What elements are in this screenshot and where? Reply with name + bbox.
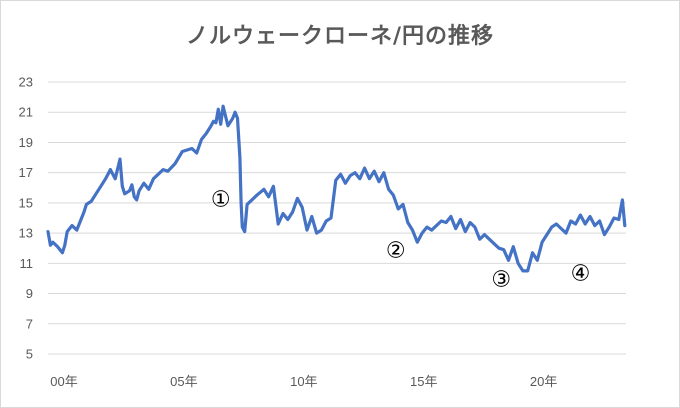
annotation-label: ④ xyxy=(571,261,591,286)
y-tick-label: 9 xyxy=(26,286,33,301)
annotation-markers: ① ② ③ ④ xyxy=(211,187,590,292)
x-tick-label: 20年 xyxy=(530,374,557,389)
y-tick-label: 19 xyxy=(19,135,33,150)
x-tick-label: 10年 xyxy=(290,374,317,389)
exchange-rate-line xyxy=(46,104,627,273)
annotation-label: ① xyxy=(211,187,231,212)
y-tick-label: 5 xyxy=(26,347,33,362)
y-tick-label: 7 xyxy=(26,316,33,331)
x-tick-label: 05年 xyxy=(170,374,197,389)
y-tick-label: 17 xyxy=(19,165,33,180)
gridlines xyxy=(48,81,626,355)
y-tick-label: 11 xyxy=(20,256,34,271)
x-axis-labels: 00年 05年 10年 15年 20年 xyxy=(50,374,557,389)
y-tick-label: 21 xyxy=(19,105,33,120)
annotation-label: ③ xyxy=(491,267,511,292)
y-tick-label: 23 xyxy=(19,75,33,90)
x-tick-label: 00年 xyxy=(50,374,77,389)
annotation-label: ② xyxy=(386,239,406,264)
chart-title: ノルウェークローネ/円の推移 xyxy=(185,24,495,49)
y-tick-label: 15 xyxy=(19,195,33,210)
y-tick-label: 13 xyxy=(19,226,33,241)
x-tick-label: 15年 xyxy=(410,374,437,389)
y-axis-labels: 5 7 9 11 13 15 17 19 21 23 xyxy=(19,75,33,362)
